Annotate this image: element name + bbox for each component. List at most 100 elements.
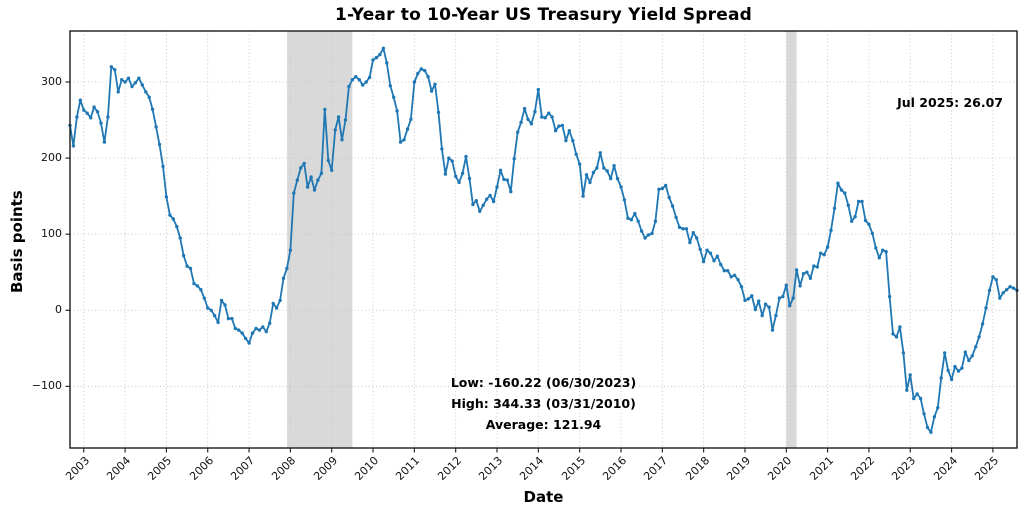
data-point-marker xyxy=(82,108,86,112)
data-point-marker xyxy=(354,75,358,79)
data-point-marker xyxy=(450,159,454,163)
data-point-marker xyxy=(932,415,937,419)
x-tick-label: 2014 xyxy=(517,454,547,483)
data-point-marker xyxy=(540,115,544,119)
data-point-marker xyxy=(915,392,919,396)
data-point-marker xyxy=(750,294,754,298)
data-point-marker xyxy=(261,325,265,329)
data-point-marker xyxy=(808,276,813,280)
data-point-marker xyxy=(95,110,100,114)
data-point-marker xyxy=(364,80,368,84)
data-point-marker xyxy=(994,278,998,282)
data-point-marker xyxy=(443,172,448,176)
data-point-marker xyxy=(522,106,527,111)
data-point-marker xyxy=(691,231,695,235)
average-annotation: Average: 121.94 xyxy=(485,417,602,432)
data-point-marker xyxy=(512,157,516,161)
data-point-marker xyxy=(116,90,120,94)
x-tick-label: 2008 xyxy=(269,454,299,483)
data-point-marker xyxy=(199,288,203,292)
data-point-marker xyxy=(743,298,747,303)
data-point-marker xyxy=(991,275,995,279)
data-point-marker xyxy=(89,116,93,120)
data-point-marker xyxy=(788,304,792,308)
data-point-marker xyxy=(102,140,107,144)
data-point-marker xyxy=(863,218,868,223)
data-point-marker xyxy=(120,78,124,82)
data-point-marker xyxy=(85,111,89,115)
data-point-marker xyxy=(192,281,196,286)
data-point-marker xyxy=(168,213,172,217)
y-tick-label: 300 xyxy=(41,74,62,88)
data-point-marker xyxy=(157,142,162,147)
data-point-marker xyxy=(412,80,417,84)
data-point-marker xyxy=(588,180,592,185)
x-tick-label: 2006 xyxy=(186,454,216,483)
data-point-marker xyxy=(578,162,582,166)
data-point-marker xyxy=(856,199,861,204)
data-point-marker xyxy=(956,369,961,373)
data-point-marker xyxy=(695,236,699,240)
data-point-marker xyxy=(419,67,423,71)
data-point-marker xyxy=(591,170,596,175)
data-point-marker xyxy=(998,296,1002,300)
data-point-marker xyxy=(602,166,606,170)
data-point-marker xyxy=(312,188,317,192)
data-point-marker xyxy=(698,247,702,252)
y-tick-label: 100 xyxy=(41,227,62,241)
data-point-marker xyxy=(206,306,210,310)
data-point-marker xyxy=(609,176,613,181)
data-point-marker xyxy=(794,268,799,272)
data-point-marker xyxy=(684,227,689,231)
data-point-marker xyxy=(660,186,664,191)
y-tick-label: 0 xyxy=(55,303,62,317)
data-point-marker xyxy=(874,246,878,250)
data-point-marker xyxy=(639,229,644,233)
data-point-marker xyxy=(581,194,585,198)
data-point-marker xyxy=(237,328,241,332)
data-point-marker xyxy=(357,78,361,82)
data-point-marker xyxy=(791,296,795,300)
data-point-marker xyxy=(1011,286,1016,290)
y-axis-label: Basis points xyxy=(8,190,26,293)
data-point-marker xyxy=(175,224,179,229)
data-point-marker xyxy=(433,82,437,86)
x-tick-label: 2015 xyxy=(558,454,588,483)
data-point-marker xyxy=(106,115,110,119)
x-tick-label: 2005 xyxy=(145,454,175,483)
latest-value-annotation: Jul 2025: 26.07 xyxy=(897,95,1003,110)
data-point-marker xyxy=(839,188,844,192)
data-point-marker xyxy=(832,206,837,210)
data-point-marker xyxy=(519,120,523,125)
data-point-marker xyxy=(223,303,227,307)
data-point-marker xyxy=(877,256,881,260)
data-point-marker xyxy=(615,176,620,181)
data-point-marker xyxy=(701,259,706,264)
data-point-marker xyxy=(381,46,386,50)
data-point-marker xyxy=(181,253,186,258)
data-point-marker xyxy=(209,308,213,312)
data-point-marker xyxy=(815,265,819,269)
data-point-marker xyxy=(474,199,478,203)
data-point-marker xyxy=(677,225,682,229)
data-point-marker xyxy=(295,178,299,182)
data-point-marker xyxy=(746,297,751,301)
data-point-marker xyxy=(319,171,324,175)
data-point-marker xyxy=(440,147,444,151)
data-point-marker xyxy=(653,219,658,223)
data-point-marker xyxy=(767,305,771,309)
data-point-marker xyxy=(350,78,355,82)
data-point-marker xyxy=(467,176,472,181)
data-point-marker xyxy=(557,124,561,128)
data-point-marker xyxy=(529,122,534,126)
x-tick-label: 2010 xyxy=(352,454,382,483)
data-point-marker xyxy=(488,193,492,198)
data-point-marker xyxy=(423,68,427,73)
y-tick-label: 200 xyxy=(41,151,62,165)
data-point-marker xyxy=(905,388,909,392)
data-point-marker xyxy=(154,125,158,129)
data-point-marker xyxy=(825,245,830,249)
data-point-marker xyxy=(171,217,175,221)
data-point-marker xyxy=(264,329,268,334)
